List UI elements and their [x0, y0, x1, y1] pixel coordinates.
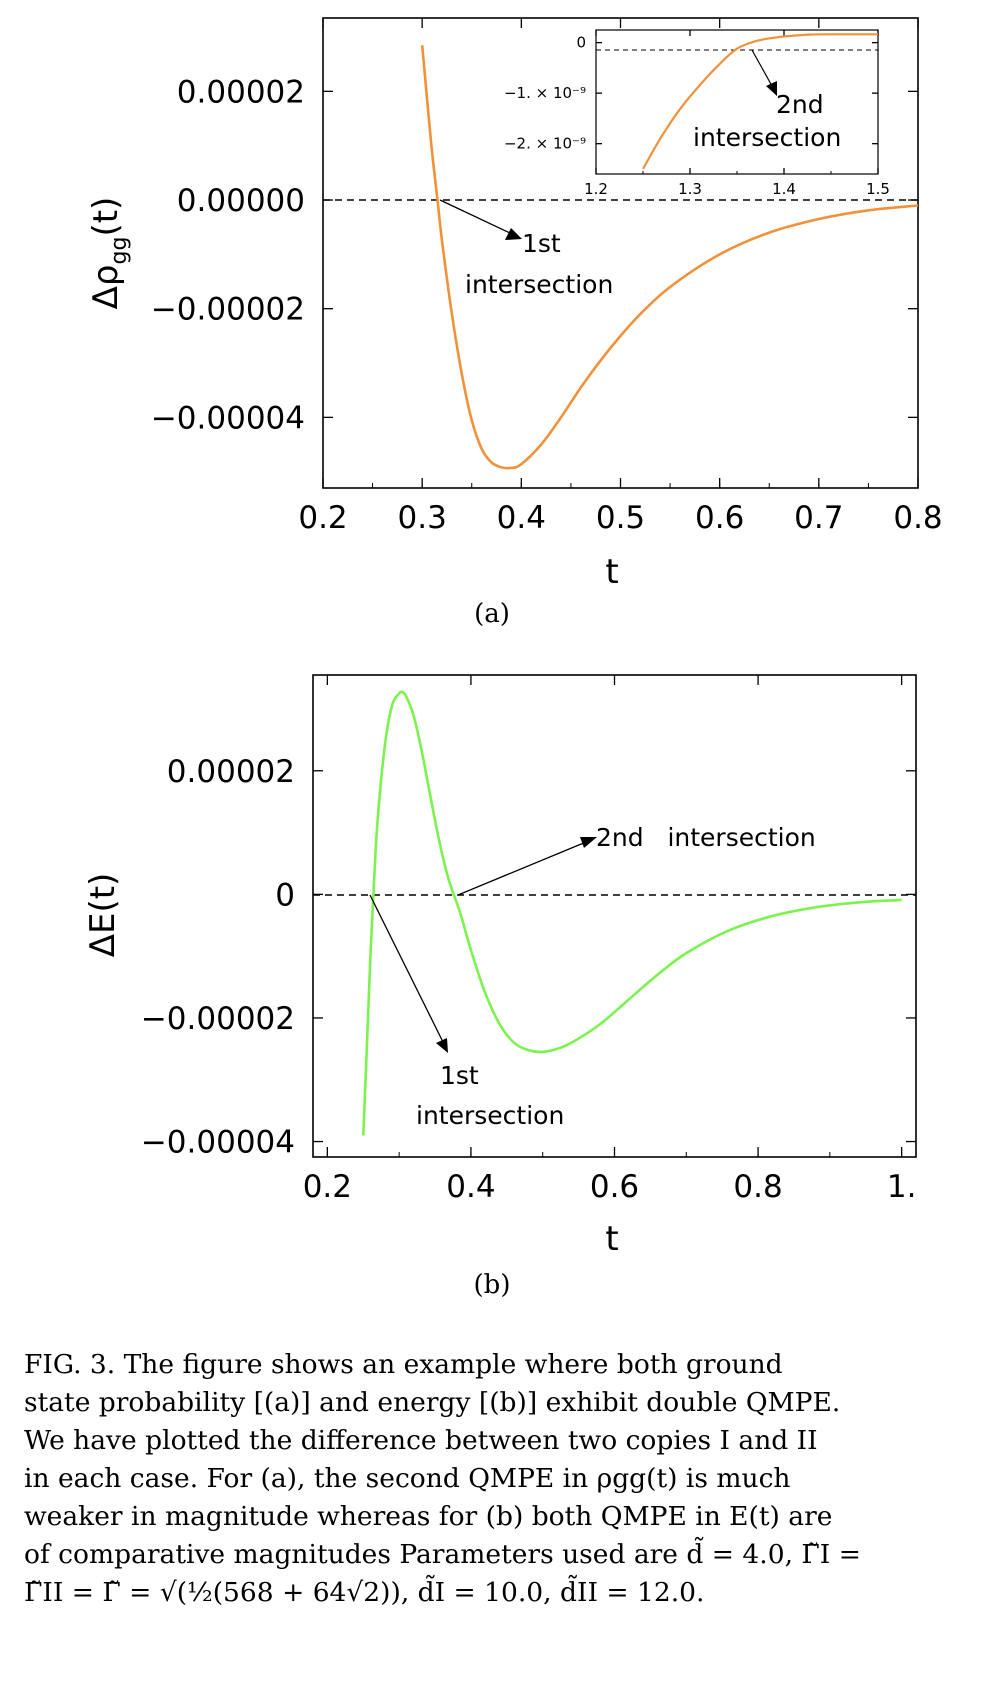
- caption-line-5: weaker in magnitude whereas for (b) both…: [24, 1501, 833, 1532]
- y-tick-label: −1. × 10⁻⁹: [504, 84, 586, 102]
- panel-b-frame: [312, 674, 917, 1158]
- panel-a-sublabel: (a): [474, 599, 510, 629]
- y-tick-label: 0: [576, 34, 586, 52]
- panel-a-inset-curve: [642, 33, 878, 170]
- caption-line-1: FIG. 3. The figure shows an example wher…: [24, 1349, 783, 1380]
- x-tick-label: 0.4: [446, 1169, 495, 1205]
- x-tick-label: 1.: [887, 1169, 917, 1205]
- caption-line-6: of comparative magnitudes Parameters use…: [24, 1539, 861, 1570]
- panel-b-x-ticks: 0.2 0.4 0.6 0.8 1.: [303, 675, 917, 1205]
- panel-a-y-ticks: 0.00002 0.00000 −0.00002 −0.00004: [151, 74, 918, 436]
- y-tick-label: −2. × 10⁻⁹: [504, 135, 586, 153]
- x-tick-label: 0.4: [497, 500, 546, 536]
- panel-a-inset-x-ticks: 1.2 1.3 1.4 1.5: [584, 30, 890, 198]
- panel-a-inset-background: [596, 30, 878, 174]
- x-tick-label: 0.6: [695, 500, 744, 536]
- panel-b-annotation-1-line1: 1st: [440, 1061, 479, 1090]
- x-tick-label: 0.8: [733, 1169, 782, 1205]
- x-tick-label: 1.4: [772, 180, 796, 198]
- panel-a-inset-arrow-2nd: [751, 49, 773, 87]
- caption-line-3: We have plotted the difference between t…: [24, 1425, 818, 1456]
- y-tick-label: −0.00004: [141, 1125, 295, 1161]
- y-tick-label: 0.00002: [177, 74, 305, 110]
- panel-b-arrowhead-1st: [436, 1038, 448, 1053]
- caption-line-4: in each case. For (a), the second QMPE i…: [24, 1463, 791, 1494]
- panel-b-xlabel: t: [605, 1219, 618, 1259]
- x-tick-label: 0.8: [893, 500, 942, 536]
- x-tick-label: 0.3: [398, 500, 447, 536]
- x-tick-label: 0.7: [794, 500, 843, 536]
- y-tick-label: −0.00002: [151, 292, 305, 328]
- panel-a-inset-annotation-line1: 2nd: [776, 90, 824, 119]
- panel-a-arrow-1st: [439, 199, 513, 235]
- panel-a-annotation-1-line2: intersection: [465, 270, 613, 299]
- panel-a-arrowhead-1st: [505, 228, 522, 240]
- panel-b-plot: 0.2 0.4 0.6 0.8 1. 0.000020−0.00002−0.00004 …: [83, 674, 917, 1259]
- panel-b-arrowhead-2nd: [580, 837, 597, 848]
- panel-a-annotation-1-line1: 1st: [522, 229, 561, 258]
- y-tick-label: 0: [275, 877, 295, 913]
- panel-a-inset-y-ticks: 0 −1. × 10⁻⁹ −2. × 10⁻⁹: [504, 34, 878, 153]
- panel-b-annotation-1-line2: intersection: [416, 1101, 564, 1130]
- panel-b-sublabel: (b): [474, 1270, 511, 1300]
- caption-line-7: Γ̃II = Γ̃ = √(½(568 + 64√2)), d̃I = 10.0…: [24, 1577, 705, 1608]
- y-tick-label: 0.00000: [177, 183, 305, 219]
- panel-a-curve: [420, 45, 919, 470]
- panel-b-arrow-1st: [369, 894, 444, 1043]
- panel-a-inset: 1.2 1.3 1.4 1.5 0 −1. × 10⁻⁹ −2. × 10⁻⁹ 2nd i…: [504, 29, 890, 198]
- y-tick-label: −0.00002: [141, 1001, 295, 1037]
- caption-line-2: state probability [(a)] and energy [(b)]…: [24, 1387, 841, 1418]
- x-tick-label: 1.2: [584, 180, 608, 198]
- x-tick-label: 0.6: [590, 1169, 639, 1205]
- panel-b-y-ticks: 0.00002 0 −0.00002 −0.00004: [141, 754, 916, 1161]
- panel-b-figure: 0.2 0.4 0.6 0.8 1. 0.000020−0.00002−0.00004 …: [83, 674, 917, 1300]
- y-tick-label: 0.00002: [167, 754, 295, 790]
- panel-a-plot: 0.2 0.3 0.4 0.5 0.6 0.7 0.8 0.00002 0.00000 −0.0…: [86, 17, 943, 592]
- panel-b-curve: [362, 690, 902, 1136]
- x-tick-label: 0.5: [596, 500, 645, 536]
- panel-a-inset-arrowhead-2nd: [766, 81, 777, 96]
- panel-a-figure: 0.2 0.3 0.4 0.5 0.6 0.7 0.8 0.00002 0.00000 −0.0…: [86, 17, 943, 629]
- panel-a-ylabel: Δρgg(t): [86, 197, 132, 310]
- panel-a-x-ticks: 0.2 0.3 0.4 0.5 0.6 0.7 0.8: [298, 18, 943, 536]
- figure-caption: FIG. 3. The figure shows an example wher…: [24, 1346, 970, 1612]
- x-tick-label: 0.2: [303, 1169, 352, 1205]
- x-tick-label: 0.2: [298, 500, 347, 536]
- panel-a-inset-annotation-line2: intersection: [693, 123, 841, 152]
- y-tick-label: −0.00004: [151, 400, 305, 436]
- panel-b-ylabel: ΔE(t): [83, 873, 123, 958]
- panel-b-arrow-2nd: [457, 841, 587, 896]
- panel-b-annotation-2: 2nd intersection: [596, 823, 816, 852]
- x-tick-label: 1.3: [678, 180, 702, 198]
- x-tick-label: 1.5: [866, 180, 890, 198]
- panel-a-xlabel: t: [605, 552, 618, 592]
